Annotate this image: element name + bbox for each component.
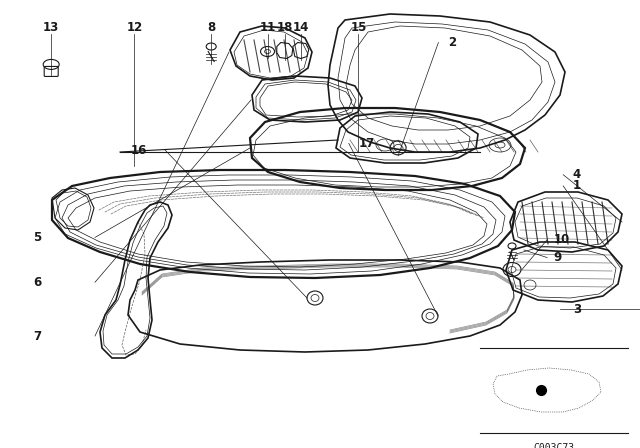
Text: 3: 3 xyxy=(573,302,581,316)
Text: 5: 5 xyxy=(33,231,42,244)
Text: 8: 8 xyxy=(207,21,215,34)
Text: 2: 2 xyxy=(448,36,456,49)
Text: 11: 11 xyxy=(259,21,276,34)
Text: 16: 16 xyxy=(131,143,147,157)
Text: 18: 18 xyxy=(276,21,293,34)
Text: 13: 13 xyxy=(43,21,60,34)
Text: C003C73: C003C73 xyxy=(533,443,575,448)
Text: 15: 15 xyxy=(350,21,367,34)
Text: 14: 14 xyxy=(292,21,309,34)
Text: 4: 4 xyxy=(573,168,581,181)
Text: 9: 9 xyxy=(554,251,562,264)
Text: 17: 17 xyxy=(358,137,374,150)
Text: 1: 1 xyxy=(573,179,581,193)
Text: 10: 10 xyxy=(554,233,570,246)
Text: 12: 12 xyxy=(126,21,143,34)
Text: 7: 7 xyxy=(33,329,42,343)
Text: 6: 6 xyxy=(33,276,42,289)
